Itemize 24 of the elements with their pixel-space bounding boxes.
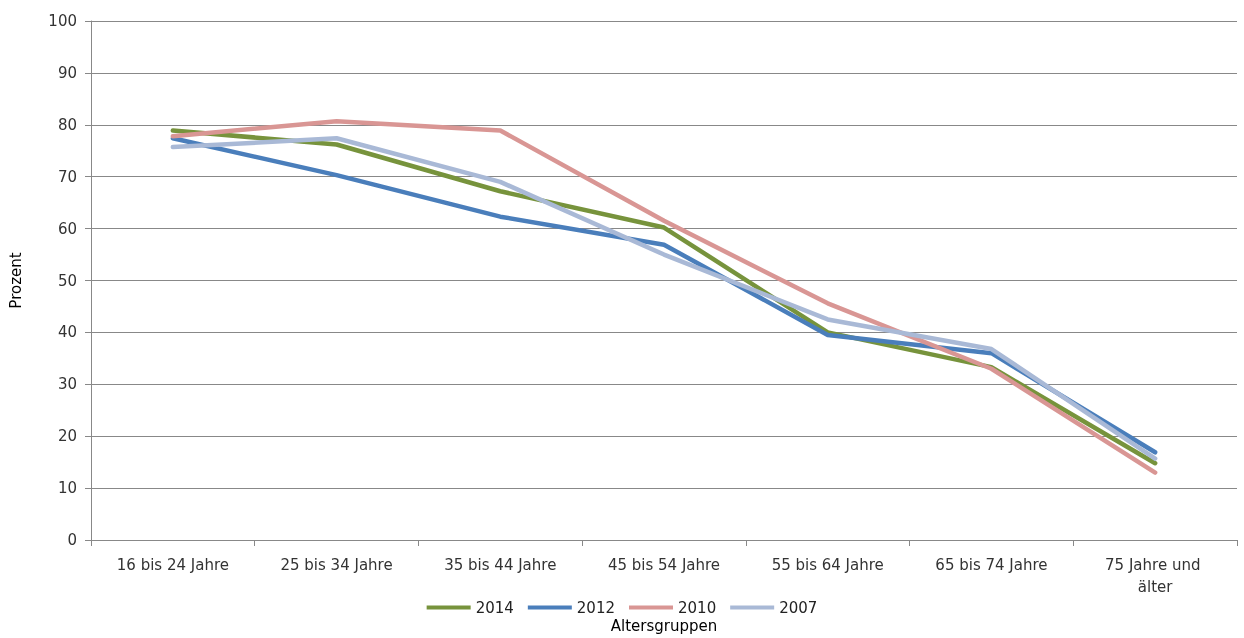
y-tick-label: 10 xyxy=(57,479,77,498)
y-tick-label: 50 xyxy=(57,271,77,290)
y-tick-label: 40 xyxy=(57,323,77,342)
x-axis-title: Altersgruppen xyxy=(610,616,718,635)
y-tick-label: 20 xyxy=(57,427,77,446)
y-tick-label: 90 xyxy=(57,63,77,82)
x-tick-label: 75 Jahre und älter xyxy=(1105,556,1206,596)
y-tick-label: 0 xyxy=(67,531,77,549)
x-tick-label: 25 bis 34 Jahre xyxy=(280,556,393,574)
y-tick-label: 30 xyxy=(57,375,77,394)
legend-label: 2012 xyxy=(576,598,616,617)
legend-label: 2014 xyxy=(475,598,514,617)
legend-label: 2007 xyxy=(779,598,818,617)
x-tick-label: 35 bis 44 Jahre xyxy=(444,556,557,574)
legend-label: 2010 xyxy=(678,598,717,617)
x-tick-label: 55 bis 64 Jahre xyxy=(771,556,884,574)
x-tick-label: 16 bis 24 Jahre xyxy=(116,556,229,574)
y-tick-label: 100 xyxy=(48,12,77,30)
y-axis-title: Prozent xyxy=(6,252,25,309)
y-tick-label: 60 xyxy=(57,219,77,238)
y-tick-label: 70 xyxy=(57,167,77,186)
x-tick-label: 45 bis 54 Jahre xyxy=(607,556,721,574)
y-tick-label: 80 xyxy=(57,115,77,134)
x-tick-label: 65 bis 74 Jahre xyxy=(935,556,1048,574)
